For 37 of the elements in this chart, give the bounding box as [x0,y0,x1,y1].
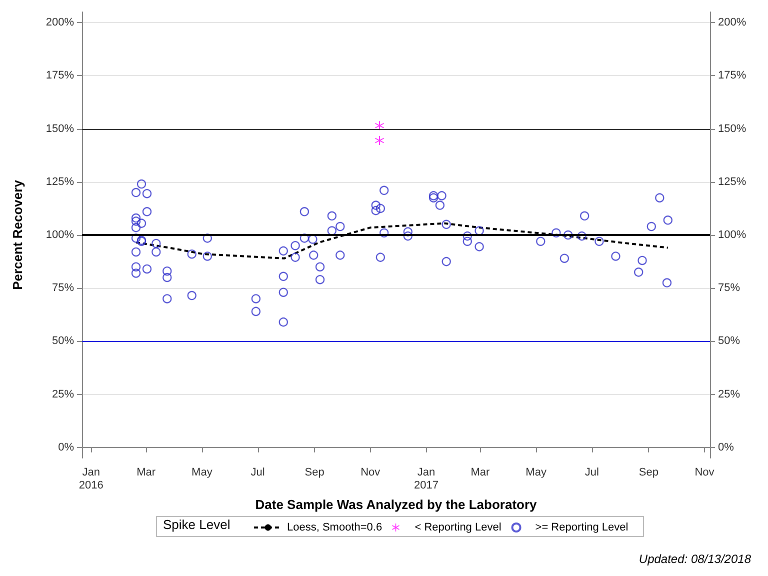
legend-label: >= Reporting Level [535,522,628,534]
legend-title: Spike Level [163,517,230,532]
y2-tick-label: 50% [718,335,740,348]
x-tick-label: Nov [360,466,381,478]
y-tick-label: 125% [46,176,74,188]
y2-tick-label: 150% [718,122,746,135]
legend-label: < Reporting Level [414,522,502,534]
y-tick-label: 200% [46,16,74,29]
x-tick-label: Sep [638,466,658,478]
y2-tick-label: 175% [718,70,746,82]
y-tick-label: 75% [52,282,74,294]
y-tick-label: 0% [58,441,74,454]
x-tick-label: Jul [250,466,265,478]
y2-tick-label: 200% [718,16,746,29]
x-tick-label: Mar [470,466,490,478]
y-axis-title: Percent Recovery [10,179,25,290]
y-tick-label: 100% [46,229,74,241]
y2-tick-label: 125% [718,176,746,188]
y-tick-label: 50% [52,335,74,348]
x-tick-label: Jul [584,466,599,478]
x-tick-label: Sep [304,466,324,478]
y2-tick-label: 75% [718,282,740,294]
x-tick-label: Nov [694,466,715,478]
y-tick-label: 175% [46,70,74,82]
y-tick-label: 150% [46,122,74,135]
x-tick-label: Jan 2017 [414,466,438,492]
legend-label: Loess, Smooth=0.6 [287,522,382,534]
text: Updated: 08/13/2018 [638,552,752,566]
y2-tick-label: 25% [718,388,740,400]
y2-tick-label: 0% [718,441,734,454]
x-axis-title: Date Sample Was Analyzed by the Laboratory [255,497,538,512]
x-tick-label: Mar [136,466,156,478]
x-tick-label: May [192,466,213,478]
y-tick-label: 25% [52,388,74,400]
y2-tick-label: 100% [718,229,746,241]
x-tick-label: Jan 2016 [78,466,104,492]
x-tick-label: May [526,466,547,478]
